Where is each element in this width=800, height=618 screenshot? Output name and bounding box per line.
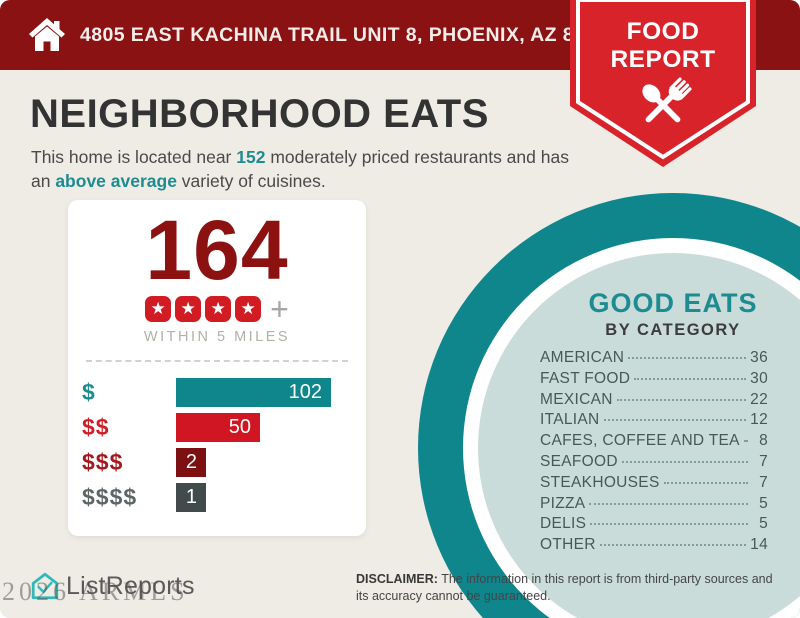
good-eats-subtitle: BY CATEGORY <box>605 321 741 339</box>
dot-leader <box>628 357 747 359</box>
category-row: AMERICAN 36 <box>540 349 768 370</box>
star-icon: ★ <box>205 296 232 322</box>
dot-leader <box>616 398 747 401</box>
category-row: OTHER 14 <box>540 536 768 557</box>
price-bar: 50 <box>176 413 260 442</box>
subtitle-part1: This home is located near <box>31 147 237 167</box>
category-count: 22 <box>750 390 768 408</box>
price-bar-row: $$$ 2 <box>68 448 366 477</box>
category-name: OTHER <box>540 536 596 554</box>
price-tier-label: $$$$ <box>82 484 138 510</box>
armls-watermark: 2026 ARMLS <box>2 577 189 606</box>
category-count: 8 <box>759 432 768 450</box>
category-count: 12 <box>750 411 768 429</box>
category-name: ITALIAN <box>540 411 600 429</box>
good-eats-title: GOOD EATS <box>588 288 758 318</box>
category-count: 7 <box>759 452 768 470</box>
dot-leader <box>743 440 748 443</box>
category-name: MEXICAN <box>540 390 613 408</box>
category-row: PIZZA 5 <box>540 495 768 516</box>
star-icon: ★ <box>235 296 262 322</box>
spoon-fork-icon <box>642 77 692 123</box>
restaurant-total-count: 164 <box>145 203 289 297</box>
category-name: STEAKHOUSES <box>540 473 660 491</box>
price-tier-bar-chart: $ 102 $$ 50 $$$ 2 $$$$ 1 <box>68 378 366 512</box>
price-bar: 102 <box>176 378 331 407</box>
dashed-divider <box>86 360 348 362</box>
ribbon-shape <box>570 0 756 167</box>
listreports-house-icon <box>31 572 59 600</box>
plus-icon: + <box>270 291 289 327</box>
category-name: SEAFOOD <box>540 452 618 470</box>
restaurant-summary-card: 164 ★ ★ ★ ★ + WITHIN 5 MILES $ 102 $$ 50… <box>68 200 366 536</box>
category-row: DELIS 5 <box>540 515 768 536</box>
category-name: CAFES, COFFEE AND TEA <box>540 432 740 450</box>
footer: ListReports 2026 ARMLS DISCLAIMER: The i… <box>0 560 800 618</box>
property-address: 4805 EAST KACHINA TRAIL UNIT 8, PHOENIX,… <box>80 23 620 46</box>
listreports-logo-text: ListReports <box>66 571 195 600</box>
category-row: FAST FOOD 30 <box>540 370 768 391</box>
category-row: CAFES, COFFEE AND TEA 8 <box>540 432 768 453</box>
star-rating: ★ ★ ★ ★ + <box>68 291 366 327</box>
category-count: 5 <box>759 494 768 512</box>
category-row: MEXICAN 22 <box>540 391 768 412</box>
disclaimer: DISCLAIMER: The information in this repo… <box>356 571 774 605</box>
price-bar: 2 <box>176 448 206 477</box>
price-bar-row: $$$$ 1 <box>68 483 366 512</box>
dot-leader <box>621 460 748 463</box>
category-count: 7 <box>759 473 768 491</box>
star-icon: ★ <box>175 296 202 322</box>
radius-label: WITHIN 5 MILES <box>143 329 291 345</box>
disclaimer-label: DISCLAIMER: <box>356 572 438 586</box>
price-tier-label: $$$ <box>82 449 124 475</box>
star-icon: ★ <box>145 296 172 322</box>
category-name: FAST FOOD <box>540 369 631 387</box>
home-icon <box>29 18 65 51</box>
restaurant-count-highlight: 152 <box>236 147 266 167</box>
page-title: NEIGHBORHOOD EATS <box>30 92 489 136</box>
price-bar-row: $ 102 <box>68 378 366 407</box>
category-row: STEAKHOUSES 7 <box>540 474 768 495</box>
variety-highlight: above average <box>55 171 177 192</box>
food-report-badge: FOOD REPORT <box>570 0 756 172</box>
good-eats-heading: GOOD EATS BY CATEGORY <box>543 288 800 340</box>
ribbon-title: FOOD REPORT <box>570 18 756 74</box>
teal-circle-inner <box>478 253 800 618</box>
price-tier-label: $$ <box>82 414 110 440</box>
dot-leader <box>590 523 748 526</box>
dot-leader <box>589 502 748 505</box>
price-tier-label: $ <box>82 379 96 405</box>
category-count: 5 <box>759 515 768 533</box>
price-bar-row: $$ 50 <box>68 413 366 442</box>
dot-leader <box>663 481 748 484</box>
category-row: ITALIAN 12 <box>540 411 768 432</box>
disclaimer-text: The information in this report is from t… <box>356 572 773 603</box>
summary-sentence: This home is located near 152 moderately… <box>31 145 576 193</box>
category-count: 36 <box>750 349 768 366</box>
category-name: PIZZA <box>540 494 586 512</box>
category-name: DELIS <box>540 515 587 533</box>
category-name: AMERICAN <box>540 349 625 366</box>
listreports-logo: ListReports <box>30 571 195 601</box>
category-list: AMERICAN 36 FAST FOOD 30 MEXICAN 22 ITALIAN… <box>540 349 768 557</box>
ribbon-line1: FOOD <box>626 18 700 45</box>
ribbon-line2: REPORT <box>610 46 716 73</box>
category-row: SEAFOOD 7 <box>540 453 768 474</box>
dot-leader <box>603 419 747 422</box>
subtitle-part2: moderately priced restaurants and has an <box>31 147 569 192</box>
subtitle-part3: variety of cuisines. <box>176 171 326 192</box>
dot-leader <box>599 544 747 547</box>
dot-leader <box>634 377 747 380</box>
price-bar: 1 <box>176 483 206 512</box>
category-count: 14 <box>750 536 768 554</box>
category-count: 30 <box>750 369 768 387</box>
